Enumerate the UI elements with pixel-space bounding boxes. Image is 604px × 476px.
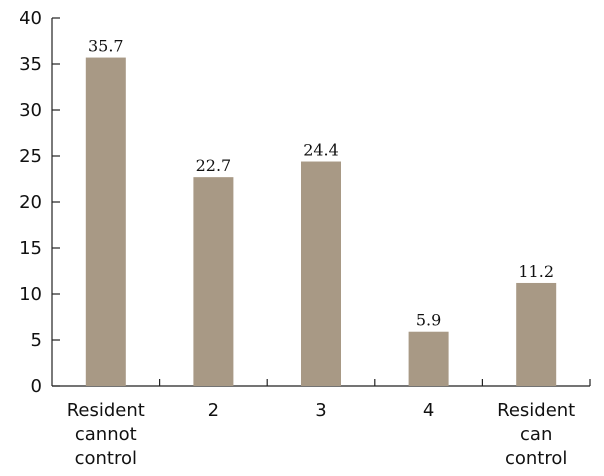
x-tick-label: 2 [208,400,219,421]
bar [301,161,341,386]
y-tick-label: 15 [19,238,42,259]
y-tick-label: 25 [19,146,42,167]
x-tick-label-line: 3 [315,400,326,421]
data-label: 24.4 [303,141,339,160]
y-tick-label: 20 [19,192,42,213]
x-tick-label-line: can [520,424,552,445]
y-tick-label: 10 [19,284,42,305]
bar [408,331,449,386]
bar [516,282,557,386]
data-label: 35.7 [88,37,124,56]
x-tick-label: 3 [315,400,326,421]
y-tick-label: 35 [19,54,42,75]
y-tick-label: 0 [31,376,42,397]
x-tick-label: Resident cannot control [67,400,145,469]
x-tick-label-line: 4 [423,400,434,421]
x-tick-label: Resident can control [497,400,575,469]
x-tick-label-line: control [75,448,137,469]
x-tick-label-line: cannot [75,424,137,445]
data-label: 5.9 [416,311,441,330]
x-tick-label-line: Resident [67,400,145,421]
x-tick-label-line: control [505,448,567,469]
x-tick-label-line: 2 [208,400,219,421]
bar [193,177,234,386]
x-tick-label-line: Resident [497,400,575,421]
y-tick-label: 30 [19,100,42,121]
y-tick-label: 5 [31,330,42,351]
y-tick-label: 40 [19,8,42,29]
data-label: 22.7 [196,156,232,175]
bar [85,57,126,387]
x-tick-label: 4 [423,400,434,421]
data-label: 11.2 [518,262,554,281]
